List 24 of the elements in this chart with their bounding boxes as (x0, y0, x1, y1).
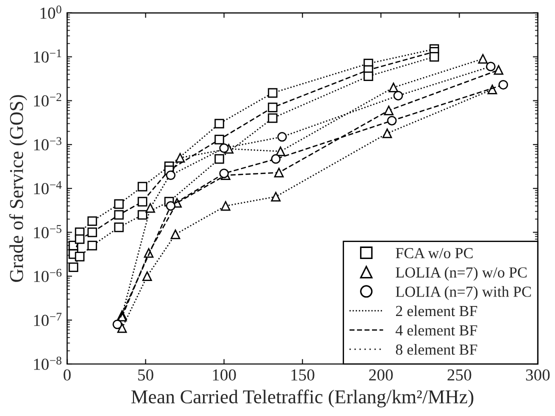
legend-label: LOLIA (n=7) with PC (396, 286, 531, 300)
x-tick-label: 50 (138, 369, 154, 381)
x-tick-label: 250 (448, 369, 472, 381)
y-tick-label: 10$^{−6}$ (34, 268, 62, 282)
x-tick-label: 200 (369, 369, 393, 381)
x-tick-label: 150 (291, 369, 314, 381)
y-tick-label: 10$^{0}$ (40, 6, 62, 19)
x-axis-title: Mean Carried Teletraffic (Erlang/km²/MHz) (131, 390, 474, 408)
y-tick-label: 10$^{−5}$ (34, 225, 62, 238)
annotation: 8 element BF (396, 344, 478, 355)
y-axis-title: Grade of Service (GOS) (9, 95, 28, 282)
legend-label: FCA w/o PC (396, 248, 473, 258)
x-tick-label: 100 (213, 369, 236, 381)
y-tick-label: 10$^{−8}$ (34, 356, 62, 370)
y-tick-label: 10$^{−3}$ (34, 137, 62, 150)
y-tick-label: 10$^{−4}$ (34, 181, 62, 194)
annotation: 4 element BF (396, 324, 478, 336)
y-tick-label: 10$^{−7}$ (34, 312, 62, 326)
annotation: 2 element BF (396, 305, 478, 316)
legend-label: LOLIA (n=7) w/o PC (396, 266, 527, 281)
x-tick-label: 0 (64, 369, 71, 381)
x-tick-label: 300 (526, 369, 550, 381)
y-tick-label: 10$^{−1}$ (34, 49, 62, 63)
y-tick-label: 10$^{−2}$ (34, 93, 62, 107)
